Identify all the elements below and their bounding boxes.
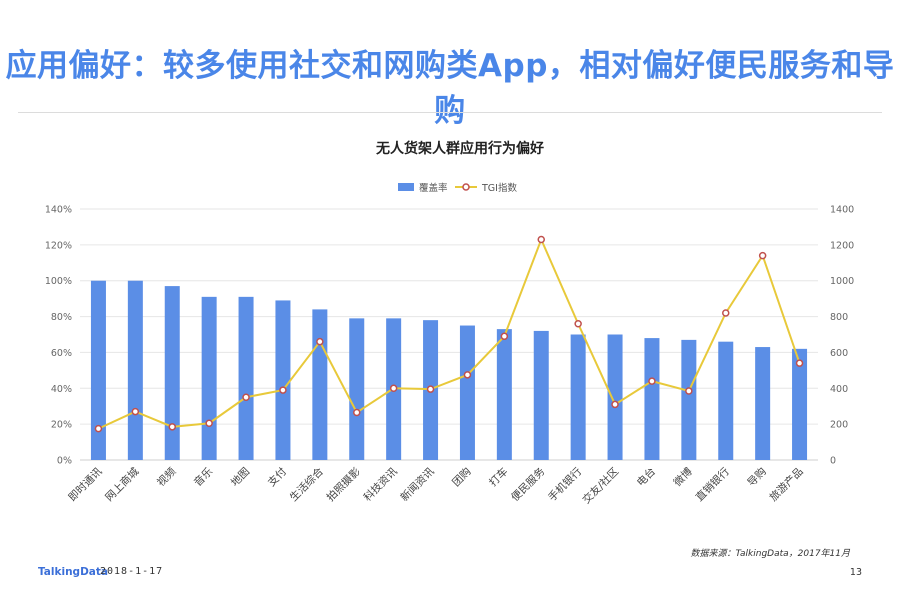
right-tick-label: 1000 — [830, 276, 854, 287]
tgi-point — [353, 408, 361, 417]
x-tick-label: 地图 — [228, 465, 252, 489]
x-tick-label: 导购 — [745, 465, 769, 489]
page-number: 13 — [849, 567, 862, 578]
bar — [238, 296, 254, 460]
tgi-point — [758, 251, 767, 260]
tgi-point — [205, 419, 213, 427]
bar — [90, 280, 106, 460]
tgi-point — [500, 332, 509, 341]
left-tick-label: 0% — [57, 456, 72, 467]
bar — [275, 300, 291, 460]
bar — [164, 286, 180, 460]
bar — [792, 348, 808, 460]
tgi-point — [537, 235, 545, 244]
x-tick-label: 团购 — [450, 465, 474, 489]
x-tick-label: 交友/社区 — [580, 465, 621, 506]
bar — [607, 334, 623, 460]
left-tick-label: 100% — [45, 276, 72, 287]
tgi-point — [279, 386, 287, 394]
bar — [533, 330, 549, 460]
bar — [201, 296, 217, 460]
right-tick-label: 800 — [830, 312, 848, 323]
legend-line-marker — [462, 183, 470, 191]
bar — [681, 339, 697, 460]
tgi-point — [463, 371, 472, 379]
tgi-point — [242, 393, 250, 401]
tgi-point — [426, 385, 435, 393]
brand-logo: TalkingData — [38, 566, 108, 578]
x-tick-label: 便民服务 — [508, 465, 547, 504]
x-tick-label: 新闻资讯 — [398, 465, 437, 504]
left-axis-ticks: 0% 20% 40% 60% 80% 100% 120% 140% — [45, 205, 72, 467]
x-tick-label: 手机银行 — [545, 465, 584, 504]
x-tick-label: 旅游产品 — [767, 465, 806, 504]
x-tick-label: 电台 — [634, 465, 658, 489]
bar — [349, 318, 365, 460]
x-tick-label: 支付 — [265, 465, 289, 489]
left-tick-label: 140% — [45, 205, 72, 216]
legend-bar-swatch — [398, 183, 414, 191]
line-series — [94, 235, 804, 433]
grid-lines — [80, 208, 818, 461]
data-source: 数据来源：TalkingData，2017年11月 — [690, 549, 850, 559]
left-tick-label: 80% — [51, 312, 72, 323]
bar — [644, 338, 660, 460]
x-tick-label: 拍照摄影 — [324, 465, 363, 504]
report-date: 2018-1-17 — [100, 566, 164, 577]
page-headline: 应用偏好：较多使用社交和网购类App，相对偏好便民服务和导购 — [5, 48, 895, 129]
left-tick-label: 40% — [51, 384, 72, 395]
tgi-point — [168, 423, 176, 431]
bar — [755, 347, 771, 460]
right-tick-label: 400 — [830, 384, 848, 395]
x-tick-label: 网上商城 — [103, 465, 142, 504]
legend-bar-label: 覆盖率 — [419, 182, 448, 194]
bar — [312, 309, 328, 460]
x-tick-label: 微博 — [671, 465, 695, 489]
x-tick-label: 视频 — [154, 465, 178, 489]
tgi-point — [611, 400, 619, 409]
tgi-point — [795, 359, 804, 367]
tgi-point — [131, 407, 140, 416]
bar — [496, 329, 512, 460]
bar — [718, 341, 734, 460]
chart-legend: 覆盖率 TGI指数 — [398, 182, 517, 194]
bar — [570, 334, 586, 460]
tgi-point — [574, 319, 582, 328]
x-tick-label: 科技资讯 — [361, 465, 400, 504]
tgi-point — [648, 377, 656, 385]
chart-title: 无人货架人群应用行为偏好 — [375, 140, 544, 157]
x-tick-label: 音乐 — [191, 465, 215, 489]
tgi-point — [316, 337, 324, 346]
right-tick-label: 600 — [830, 348, 848, 359]
right-tick-label: 200 — [830, 420, 848, 431]
x-tick-label: 打车 — [486, 465, 510, 489]
tgi-point — [685, 387, 693, 395]
tgi-line — [98, 236, 801, 430]
x-tick-label: 生活综合 — [287, 465, 326, 504]
left-tick-label: 120% — [45, 240, 72, 251]
left-tick-label: 20% — [51, 420, 72, 431]
header-divider — [18, 112, 882, 113]
right-axis-ticks: 0 200 400 600 800 1000 1200 1400 — [830, 205, 854, 467]
x-tick-label: 直销银行 — [693, 465, 732, 504]
left-tick-label: 60% — [51, 348, 72, 359]
right-tick-label: 0 — [830, 456, 836, 467]
tgi-point — [722, 309, 730, 317]
tgi-point — [94, 424, 103, 433]
bar — [127, 280, 143, 460]
bar — [459, 325, 475, 460]
legend-line-label: TGI指数 — [481, 182, 517, 194]
tgi-point — [389, 384, 398, 393]
x-tick-label: 即时通讯 — [66, 465, 105, 504]
right-tick-label: 1200 — [830, 240, 854, 251]
right-tick-label: 1400 — [830, 205, 854, 216]
